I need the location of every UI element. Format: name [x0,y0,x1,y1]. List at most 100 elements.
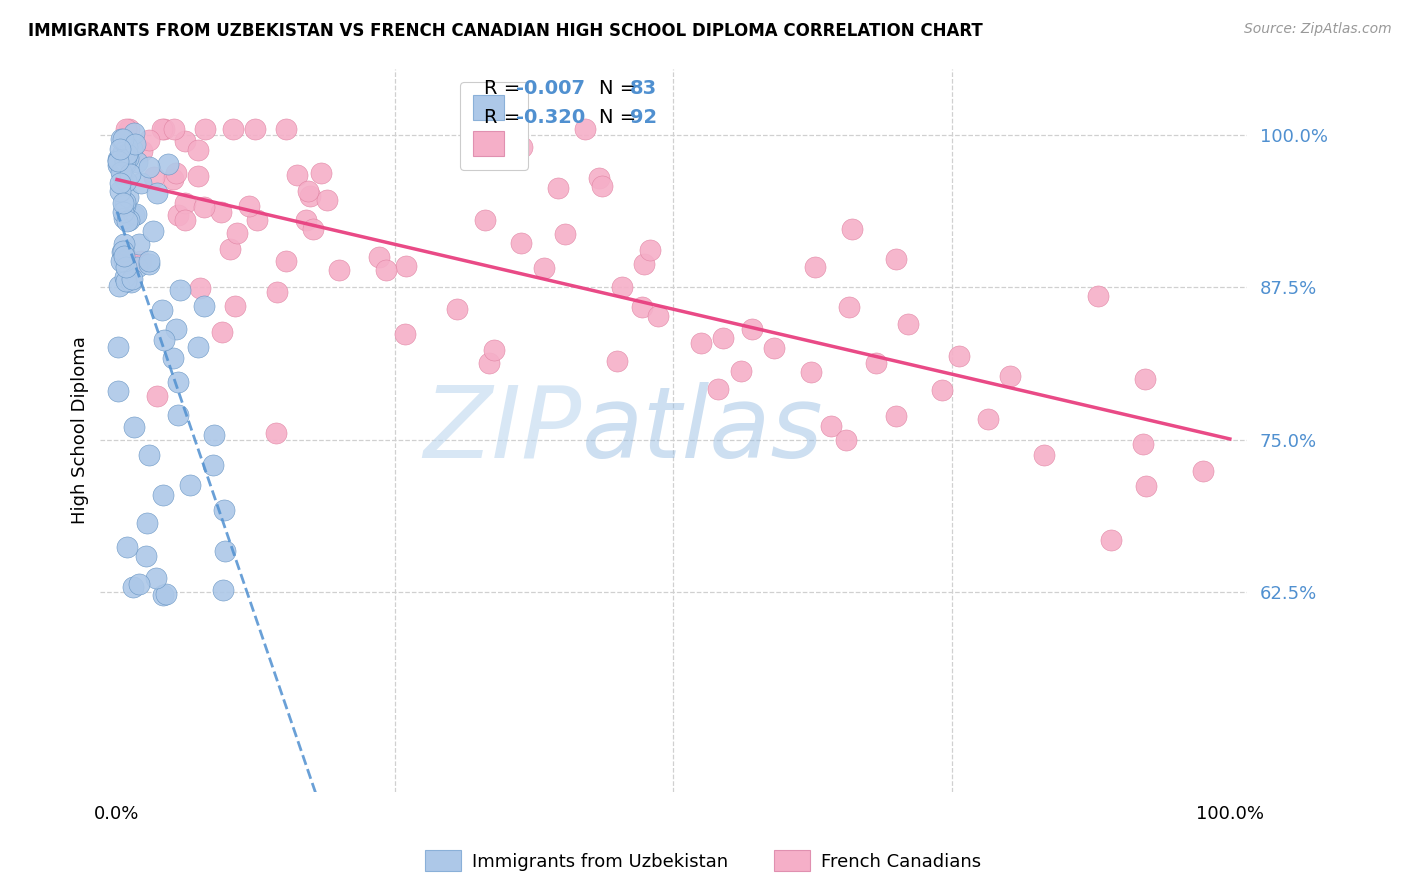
Point [114,198,136,212]
Point [188,281,211,295]
Point [202,428,225,442]
Point [114,269,136,284]
Y-axis label: High School Diploma: High School Diploma [72,336,89,524]
Point [152,588,174,602]
Point [121,271,143,285]
Point [117,189,139,203]
Point [131,253,153,268]
Point [238,199,260,213]
Point [110,176,132,190]
Point [211,325,233,339]
Point [187,340,209,354]
Point [1099,533,1122,547]
Point [167,208,190,222]
Point [110,132,132,146]
Point [841,222,863,236]
Point [162,171,184,186]
Point [1032,449,1054,463]
Point [298,188,321,202]
Point [150,122,173,136]
Point [118,122,141,136]
Point [640,244,662,258]
Point [111,145,134,159]
Point [214,544,236,558]
Point [212,583,235,598]
Point [118,212,141,227]
Point [112,237,135,252]
Legend: Immigrants from Uzbekistan, French Canadians: Immigrants from Uzbekistan, French Canad… [418,843,988,879]
Point [115,149,138,163]
Point [297,184,319,198]
Point [224,299,246,313]
Point [112,249,135,263]
Point [107,152,129,166]
Point [510,140,533,154]
Point [179,478,201,492]
Point [804,260,827,275]
Point [110,253,132,268]
Text: ZIP: ZIP [423,382,582,479]
Point [266,285,288,300]
Point [138,253,160,268]
Point [124,136,146,151]
Point [591,178,613,193]
Point [588,170,610,185]
Point [547,181,569,195]
Point [1192,464,1215,478]
Point [112,196,135,211]
Point [153,122,176,136]
Point [800,365,823,379]
Point [931,383,953,397]
Point [110,165,132,179]
Point [276,122,298,136]
Point [115,540,138,554]
Point [114,260,136,275]
Point [122,580,145,594]
Point [163,122,186,136]
Point [114,211,136,225]
Point [128,236,150,251]
Point [631,300,654,314]
Point [131,176,153,190]
Point [264,426,287,441]
Point [193,200,215,214]
Point [533,260,555,275]
Point [117,251,139,265]
Point [998,369,1021,384]
Point [606,353,628,368]
Point [395,259,418,273]
Point [1133,372,1156,386]
Point [174,196,197,211]
Text: R =: R = [484,79,527,98]
Point [108,142,131,156]
Point [156,157,179,171]
Point [820,418,842,433]
Point [152,488,174,502]
Point [309,166,332,180]
Point [145,571,167,585]
Point [474,212,496,227]
Point [112,205,135,219]
Point [212,503,235,517]
Point [711,331,734,345]
Text: -0.007: -0.007 [516,79,585,98]
Point [114,194,136,209]
Text: 83: 83 [630,79,657,98]
Point [295,213,318,227]
Point [173,134,195,148]
Point [193,299,215,313]
Point [165,166,187,180]
Point [886,252,908,266]
Point [285,169,308,183]
Point [1135,479,1157,493]
Point [834,434,856,448]
Point [165,322,187,336]
Point [478,356,501,370]
Point [194,122,217,136]
Point [117,151,139,165]
Point [394,326,416,341]
Point [707,382,730,396]
Point [120,275,142,289]
Text: -0.320: -0.320 [516,108,586,127]
Point [245,122,267,136]
